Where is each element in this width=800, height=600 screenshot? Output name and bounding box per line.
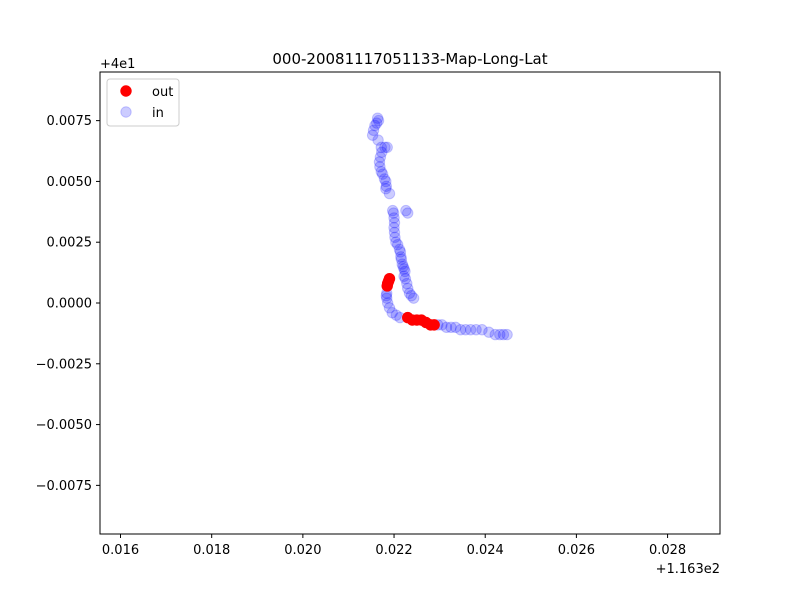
data-point-in	[386, 307, 398, 319]
data-point-in	[380, 183, 392, 195]
data-point-in	[390, 236, 402, 248]
data-point-in	[494, 328, 506, 341]
data-point-in	[386, 204, 399, 217]
y-tick-label: −0.0075	[36, 479, 92, 494]
x-tick-label: 0.016	[102, 543, 139, 558]
data-point-in	[476, 324, 488, 336]
axes: 0.016 0.018 0.020 0.022 0.024 0.026 0.028 −0.00…	[36, 71, 721, 558]
data-point-in	[367, 124, 380, 137]
x-tick-label: 0.018	[193, 543, 230, 558]
data-point-in	[373, 156, 386, 168]
y-tick-label: 0.0075	[47, 114, 93, 129]
legend-label-out: out	[152, 85, 173, 100]
data-point-in	[381, 141, 393, 154]
x-tick-label: 0.022	[375, 543, 412, 558]
data-point-in	[393, 243, 406, 256]
data-point-in	[378, 173, 391, 185]
data-point-in	[497, 328, 510, 341]
data-point-in	[380, 180, 392, 192]
x-tick-label: 0.024	[467, 543, 504, 558]
y-tick-label: 0.0050	[47, 175, 93, 190]
chart-title: 000-20081117051133-Map-Long-Lat	[272, 50, 547, 68]
legend-marker-in	[120, 106, 132, 118]
y-tick-label: 0.0000	[47, 297, 93, 312]
data-point-in	[375, 165, 387, 178]
data-point-in	[402, 207, 414, 219]
data-point-in	[407, 292, 420, 304]
data-point-in	[388, 217, 401, 229]
x-tick-label: 0.026	[558, 543, 595, 558]
data-point-in	[395, 253, 408, 265]
data-point-in	[388, 226, 401, 239]
data-point-in	[366, 129, 379, 141]
data-point-in	[375, 141, 387, 154]
data-point-in	[395, 251, 407, 263]
data-point-in	[381, 297, 394, 309]
data-point-in	[388, 212, 400, 224]
data-point-in	[391, 238, 404, 251]
data-point-in	[400, 204, 412, 217]
data-point-in	[459, 324, 472, 336]
data-point-out	[428, 319, 440, 331]
data-point-in	[372, 134, 384, 146]
data-point-in	[399, 272, 412, 285]
y-tick-label: −0.0025	[36, 357, 92, 372]
data-point-in	[464, 324, 477, 336]
data-point-in	[383, 187, 396, 200]
data-point-in	[372, 114, 385, 127]
data-point-in	[388, 221, 400, 234]
data-point-in	[401, 277, 413, 290]
data-point-in	[470, 324, 482, 336]
x-offset-label: +1.163e2	[656, 562, 720, 577]
data-point-in	[405, 290, 418, 302]
data-point-in	[390, 309, 403, 321]
data-point-in	[383, 302, 396, 314]
data-point-in	[402, 282, 414, 295]
data-point-in	[501, 328, 513, 341]
data-point-in	[399, 265, 411, 278]
data-point-out	[383, 272, 396, 285]
data-point-in	[403, 287, 416, 299]
data-point-in	[489, 328, 501, 341]
data-point-in	[376, 146, 388, 158]
legend-marker-out	[120, 85, 132, 97]
data-point-in	[369, 119, 381, 132]
data-point-in	[396, 258, 408, 270]
data-point-in	[394, 246, 407, 258]
data-point-in	[449, 321, 462, 334]
data-point-in	[374, 151, 387, 163]
data-point-in	[454, 324, 467, 336]
legend: out in	[106, 78, 180, 127]
data-point-in	[398, 263, 410, 275]
data-point-in	[371, 112, 384, 124]
data-point-in	[389, 231, 401, 244]
data-point-in	[483, 326, 495, 338]
x-tick-label: 0.020	[284, 543, 321, 558]
data-point-in	[445, 321, 457, 334]
data-point-in	[379, 141, 391, 154]
data-point-in	[376, 168, 389, 180]
data-point-in	[398, 270, 410, 282]
data-point-in	[380, 175, 392, 188]
plot-area	[366, 112, 513, 341]
y-tick-label: −0.0050	[36, 418, 92, 433]
data-point-in	[371, 117, 383, 129]
data-point-in	[381, 292, 393, 304]
x-tick-label: 0.028	[649, 543, 686, 558]
y-tick-label: 0.0025	[47, 236, 93, 251]
data-point-in	[387, 207, 400, 219]
data-point-in	[397, 260, 409, 273]
y-offset-label: +4e1	[100, 57, 135, 72]
data-point-in	[374, 161, 386, 173]
data-point-in	[440, 321, 453, 334]
legend-label-in: in	[152, 106, 164, 121]
